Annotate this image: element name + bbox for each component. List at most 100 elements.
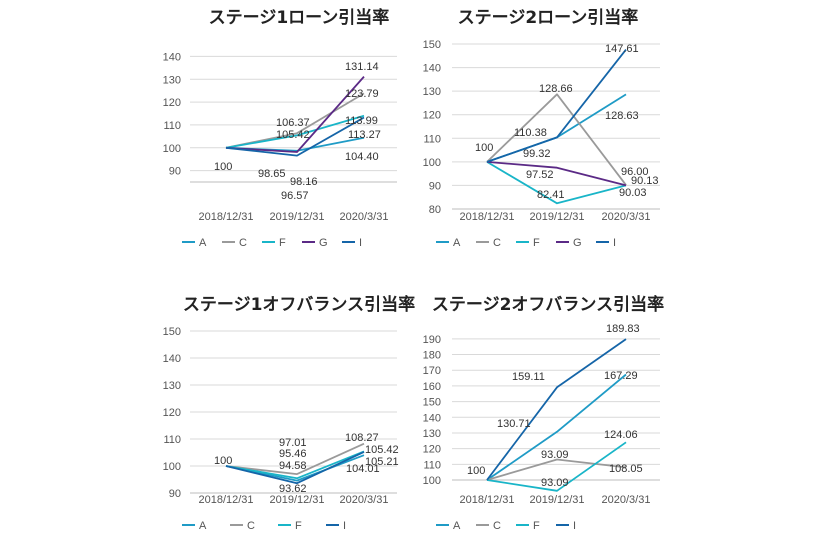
stage2-offbalance-data-label: 108.05 — [609, 463, 643, 475]
stage1-loan-y-tick-label: 140 — [163, 51, 181, 63]
stage2-loan-y-tick-label: 150 — [423, 39, 441, 51]
stage1-loan-data-label: 104.40 — [345, 151, 379, 163]
stage2-loan-data-label: 82.41 — [537, 189, 565, 201]
stage2-loan-data-label: 110.38 — [514, 127, 547, 139]
stage1-loan-data-label: 131.14 — [345, 61, 379, 73]
stage2-loan-data-label: 90.03 — [619, 187, 647, 199]
stage2-loan-data-label: 96.00 — [621, 166, 649, 178]
stage1-loan-data-label: 98.16 — [290, 176, 318, 188]
stage2-loan-series-g-line — [486, 161, 627, 187]
stage2-loan-y-tick-label: 100 — [423, 157, 441, 169]
stage1-loan-legend-label: A — [199, 237, 207, 249]
stage1-offbalance-y-tick-label: 140 — [163, 353, 181, 365]
stage2-loan-data-label: 97.52 — [526, 169, 554, 181]
stage1-offbalance-y-tick-label: 110 — [163, 434, 181, 446]
stage2-offbalance-data-label: 124.06 — [604, 429, 638, 441]
stage2-loan-legend-label: F — [533, 237, 540, 249]
stage1-loan-y-tick-label: 100 — [163, 143, 181, 155]
stage1-offbalance-series-i-line — [225, 451, 365, 485]
stage2-loan-series-i-line — [486, 49, 627, 163]
stage2-offbalance-data-label: 93.09 — [541, 477, 569, 489]
stage1-offbalance-panel: ステージ1オフバランス引当率 90 100 110 120 130 140 150 2018/1… — [163, 294, 415, 532]
stage1-loan-legend-label: I — [359, 237, 362, 249]
stage2-offbalance-y-tick-label: 160 — [423, 381, 441, 393]
stage1-offbalance-series-f-line — [225, 450, 365, 480]
stage1-loan-data-label: 105.42 — [276, 129, 310, 141]
stage1-loan-series-f-line — [225, 114, 365, 149]
stage1-offbalance-legend-label: C — [247, 520, 255, 532]
stage2-loan-legend-label: C — [493, 237, 501, 249]
stage1-offbalance-data-label: 105.42 — [365, 444, 399, 456]
stage2-loan-series-c-line — [486, 93, 627, 186]
stage2-loan-y-tick-label: 140 — [423, 63, 441, 75]
stage1-offbalance-series-c-line — [225, 442, 365, 476]
stage1-loan-y-tick-label: 120 — [163, 97, 181, 109]
stage2-offbalance-panel: ステージ2オフバランス引当率 100 110 120 130 140 150 160 170 18… — [423, 294, 664, 532]
stage1-loan-y-tick-label: 130 — [163, 74, 181, 86]
stage2-loan-data-label: 100 — [475, 142, 493, 154]
stage1-loan-legend-label: C — [239, 237, 247, 249]
stage2-offbalance-series-a-line — [486, 373, 627, 481]
stage2-offbalance-data-label: 93.09 — [541, 449, 569, 461]
stage1-offbalance-data-label: 97.01 — [279, 437, 307, 449]
stage2-offbalance-data-label: 167.29 — [604, 370, 638, 382]
stage1-offbalance-y-tick-label: 150 — [163, 326, 181, 338]
stage2-loan-y-tick-label: 90 — [429, 180, 441, 192]
stage1-offbalance-title: ステージ1オフバランス引当率 — [183, 294, 415, 315]
stage1-offbalance-y-tick-label: 130 — [163, 380, 181, 392]
stage1-loan-data-label: 113.99 — [345, 115, 378, 127]
stage2-offbalance-legend-label: C — [493, 520, 501, 532]
stage2-offbalance-y-tick-label: 170 — [423, 365, 441, 377]
stage1-loan-data-label: 106.37 — [276, 117, 310, 129]
stage1-loan-series-g-line — [225, 76, 365, 153]
stage2-offbalance-legend-label: F — [533, 520, 540, 532]
stage2-loan-x-tick-label: 2018/12/31 — [459, 211, 514, 223]
stage1-offbalance-data-label: 105.21 — [365, 456, 399, 468]
stage2-loan-data-label: 99.32 — [523, 148, 551, 160]
stage1-offbalance-legend-label: I — [343, 520, 346, 532]
stage2-loan-y-tick-label: 80 — [429, 204, 441, 216]
stage2-offbalance-data-label: 100 — [467, 465, 485, 477]
stage1-loan-legend-label: G — [319, 237, 328, 249]
stage1-loan-title: ステージ1ローン引当率 — [209, 7, 390, 28]
stage1-loan-data-label: 123.79 — [345, 88, 379, 100]
stage2-loan-legend-label: G — [573, 237, 582, 249]
stage1-offbalance-legend-label: F — [295, 520, 302, 532]
stage1-offbalance-x-tick-label: 2020/3/31 — [340, 494, 389, 506]
stage1-offbalance-x-tick-label: 2018/12/31 — [198, 494, 253, 506]
stage1-offbalance-y-tick-label: 90 — [169, 488, 181, 500]
stage2-loan-x-tick-label: 2020/3/31 — [602, 211, 651, 223]
stage2-loan-legend-label: A — [453, 237, 461, 249]
stage1-loan-x-tick-label: 2018/12/31 — [198, 211, 253, 223]
stage1-loan-x-tick-label: 2020/3/31 — [340, 211, 389, 223]
stage2-loan-panel: ステージ2ローン引当率 80 90 100 110 120 130 140 150 2018/12… — [423, 7, 660, 249]
stage2-loan-y-tick-label: 120 — [423, 110, 441, 122]
stage2-loan-data-label: 90.13 — [631, 175, 659, 187]
stage1-loan-series-i-line — [225, 116, 365, 157]
stage1-offbalance-y-tick-label: 100 — [163, 461, 181, 473]
stage2-offbalance-series-c-line — [486, 458, 627, 481]
stage2-loan-series-f-line — [486, 161, 627, 205]
stage2-offbalance-series-i-line — [486, 338, 627, 481]
stage2-loan-data-label: 128.66 — [539, 83, 573, 95]
stage2-offbalance-legend-label: I — [573, 520, 576, 532]
stage2-loan-series-a-line — [486, 93, 627, 163]
stage2-loan-legend-label: I — [613, 237, 616, 249]
stage2-offbalance-y-tick-label: 110 — [423, 459, 441, 471]
stage1-loan-data-label: 98.65 — [258, 168, 286, 180]
stage2-offbalance-y-tick-label: 120 — [423, 444, 441, 456]
stage2-offbalance-x-tick-label: 2019/12/31 — [529, 494, 584, 506]
stage2-loan-y-tick-label: 110 — [423, 133, 441, 145]
stage2-offbalance-y-tick-label: 150 — [423, 397, 441, 409]
stage1-loan-y-tick-label: 110 — [163, 120, 181, 132]
stage1-loan-data-label: 100 — [214, 161, 232, 173]
stage2-offbalance-y-tick-label: 190 — [423, 334, 441, 346]
stage1-offbalance-data-label: 108.27 — [345, 432, 379, 444]
stage2-offbalance-legend-label: A — [453, 520, 461, 532]
stage1-offbalance-x-tick-label: 2019/12/31 — [269, 494, 324, 506]
stage1-loan-y-tick-label: 90 — [169, 166, 181, 178]
stage2-offbalance-data-label: 159.11 — [512, 371, 545, 383]
stage2-loan-title: ステージ2ローン引当率 — [458, 7, 639, 28]
stage1-loan-data-label: 96.57 — [281, 190, 309, 202]
